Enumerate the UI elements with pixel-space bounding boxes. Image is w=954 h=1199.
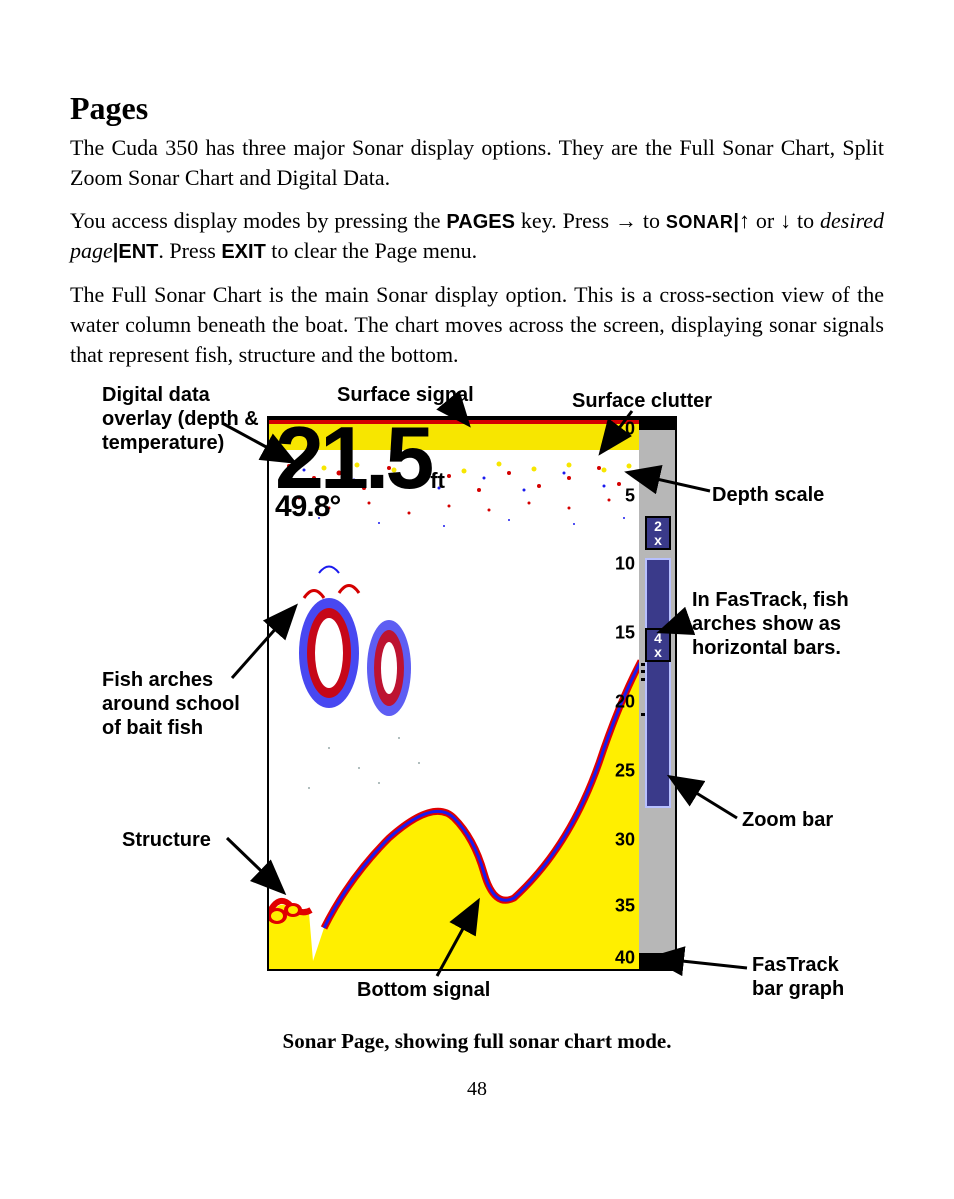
arrow-up-icon: ↑: [739, 208, 750, 233]
ann-surface-signal: Surface signal: [337, 383, 474, 407]
tick-0: 0: [595, 419, 635, 440]
tick-15: 15: [595, 623, 635, 644]
sonar-diagram: Digital data overlay (depth & temperatur…: [72, 383, 882, 1023]
depth-unit: ft: [430, 468, 445, 493]
ann-structure: Structure: [122, 828, 211, 852]
text: key. Press: [515, 208, 615, 233]
ann-zoom-bar: Zoom bar: [742, 808, 833, 832]
para-intro: The Cuda 350 has three major Sonar displ…: [70, 133, 884, 192]
tick-30: 30: [595, 829, 635, 850]
ann-fastrack-bar: FasTrack bar graph: [752, 953, 872, 1001]
zoom-bar: [645, 558, 671, 808]
text: . Press: [158, 238, 221, 263]
digital-overlay: 21.5ft 49.8°: [275, 418, 445, 523]
zoom-4x-box: 4x: [645, 628, 671, 662]
text: to clear the Page menu.: [266, 238, 477, 263]
tick-20: 20: [595, 692, 635, 713]
arrow-down-icon: ↓: [780, 208, 791, 233]
key-ent: ENT: [118, 241, 158, 263]
text: or: [756, 208, 780, 233]
tick-35: 35: [595, 896, 635, 917]
figure-caption: Sonar Page, showing full sonar chart mod…: [70, 1029, 884, 1054]
page-number: 48: [70, 1078, 884, 1101]
key-exit: EXIT: [221, 241, 265, 263]
key-pages: PAGES: [446, 211, 515, 233]
tick-40: 40: [595, 948, 635, 969]
para-full-chart: The Full Sonar Chart is the main Sonar d…: [70, 280, 884, 369]
sonar-screen: 0 5 10 15 20 25 30 35 40 2x 4x 21.5ft 49…: [267, 416, 677, 971]
heading-pages: Pages: [70, 90, 884, 127]
tick-5: 5: [595, 485, 635, 506]
ann-depth-scale: Depth scale: [712, 483, 824, 507]
zoom-2x-box: 2x: [645, 516, 671, 550]
ann-fastrack-note: In FasTrack, fish arches show as horizon…: [692, 588, 877, 660]
ann-fish-arches: Fish arches around school of bait fish: [102, 668, 262, 740]
tick-10: 10: [595, 554, 635, 575]
tick-25: 25: [595, 761, 635, 782]
arrow-right-icon: →: [615, 208, 637, 233]
text: to: [791, 208, 820, 233]
ann-surface-clutter: Surface clutter: [572, 389, 712, 413]
key-sonar: SONAR: [666, 212, 734, 232]
text: You access display modes by pressing the: [70, 208, 446, 233]
depth-scale: 0 5 10 15 20 25 30 35 40: [595, 418, 635, 969]
ann-digital-data: Digital data overlay (depth & temperatur…: [102, 383, 272, 455]
ann-bottom-signal: Bottom signal: [357, 978, 490, 1002]
text: to: [637, 208, 666, 233]
para-access: You access display modes by pressing the…: [70, 206, 884, 266]
